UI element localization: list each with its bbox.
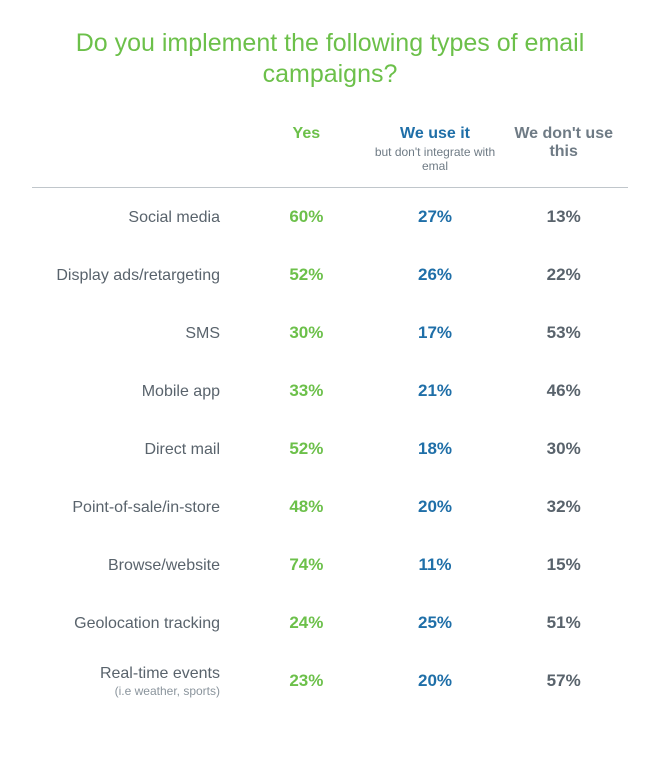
cell-yes: 33%: [242, 381, 371, 401]
cell-blue: 27%: [371, 207, 500, 227]
cell-blue: 21%: [371, 381, 500, 401]
cell-gray: 51%: [499, 613, 628, 633]
cell-yes: 24%: [242, 613, 371, 633]
column-header-weuseit-label: We use it: [400, 125, 470, 142]
cell-blue: 25%: [371, 613, 500, 633]
row-label: Mobile app: [32, 382, 242, 401]
cell-gray: 53%: [499, 323, 628, 343]
row-label-text: Browse/website: [108, 557, 220, 574]
row-label: Social media: [32, 208, 242, 227]
column-header-yes-label: Yes: [293, 125, 321, 142]
table-row: Browse/website 74%11%15%: [32, 536, 628, 594]
cell-blue: 18%: [371, 439, 500, 459]
row-label-text: Display ads/retargeting: [56, 267, 220, 284]
row-label-sub: (i.e weather, sports): [32, 684, 220, 698]
table-row: Point-of-sale/in-store 48%20%32%: [32, 478, 628, 536]
column-header-dontuse-label: We don't use this: [514, 125, 613, 160]
row-label: Point-of-sale/in-store: [32, 498, 242, 517]
row-label-text: Point-of-sale/in-store: [72, 499, 220, 516]
cell-yes: 52%: [242, 439, 371, 459]
column-header-dontuse: We don't use this: [499, 125, 628, 161]
cell-gray: 30%: [499, 439, 628, 459]
survey-table-container: Do you implement the following types of …: [0, 0, 660, 750]
row-label-text: Geolocation tracking: [74, 615, 220, 632]
cell-gray: 46%: [499, 381, 628, 401]
table-header-row: Yes We use it but don't integrate with e…: [32, 125, 628, 189]
cell-gray: 57%: [499, 671, 628, 691]
table-row: Direct mail 52%18%30%: [32, 420, 628, 478]
table-row: SMS 30%17%53%: [32, 304, 628, 362]
column-header-yes: Yes: [242, 125, 371, 143]
cell-yes: 30%: [242, 323, 371, 343]
row-label-text: SMS: [185, 325, 220, 342]
cell-gray: 22%: [499, 265, 628, 285]
cell-yes: 60%: [242, 207, 371, 227]
column-header-weuseit-sub: but don't integrate with emal: [371, 145, 500, 174]
table-body: Social media 60%27%13% Display ads/retarge…: [32, 188, 628, 710]
row-label-text: Social media: [128, 209, 220, 226]
cell-blue: 17%: [371, 323, 500, 343]
table-row: Mobile app 33%21%46%: [32, 362, 628, 420]
cell-gray: 15%: [499, 555, 628, 575]
table-row: Geolocation tracking 24%25%51%: [32, 594, 628, 652]
row-label-text: Mobile app: [142, 383, 220, 400]
table-row: Social media 60%27%13%: [32, 188, 628, 246]
row-label-text: Real-time events: [100, 665, 220, 682]
cell-yes: 48%: [242, 497, 371, 517]
cell-blue: 11%: [371, 555, 500, 575]
row-label: Geolocation tracking: [32, 614, 242, 633]
row-label: Direct mail: [32, 440, 242, 459]
survey-table: Yes We use it but don't integrate with e…: [32, 125, 628, 711]
row-label: Display ads/retargeting: [32, 266, 242, 285]
row-label: SMS: [32, 324, 242, 343]
row-label: Browse/website: [32, 556, 242, 575]
row-label-text: Direct mail: [144, 441, 220, 458]
column-header-weuseit: We use it but don't integrate with emal: [371, 125, 500, 174]
table-row: Display ads/retargeting 52%26%22%: [32, 246, 628, 304]
cell-blue: 20%: [371, 497, 500, 517]
cell-gray: 32%: [499, 497, 628, 517]
cell-gray: 13%: [499, 207, 628, 227]
cell-yes: 74%: [242, 555, 371, 575]
table-row: Real-time events (i.e weather, sports) 23%…: [32, 652, 628, 710]
cell-yes: 23%: [242, 671, 371, 691]
row-label: Real-time events (i.e weather, sports): [32, 664, 242, 699]
cell-yes: 52%: [242, 265, 371, 285]
cell-blue: 20%: [371, 671, 500, 691]
chart-title: Do you implement the following types of …: [32, 28, 628, 91]
cell-blue: 26%: [371, 265, 500, 285]
